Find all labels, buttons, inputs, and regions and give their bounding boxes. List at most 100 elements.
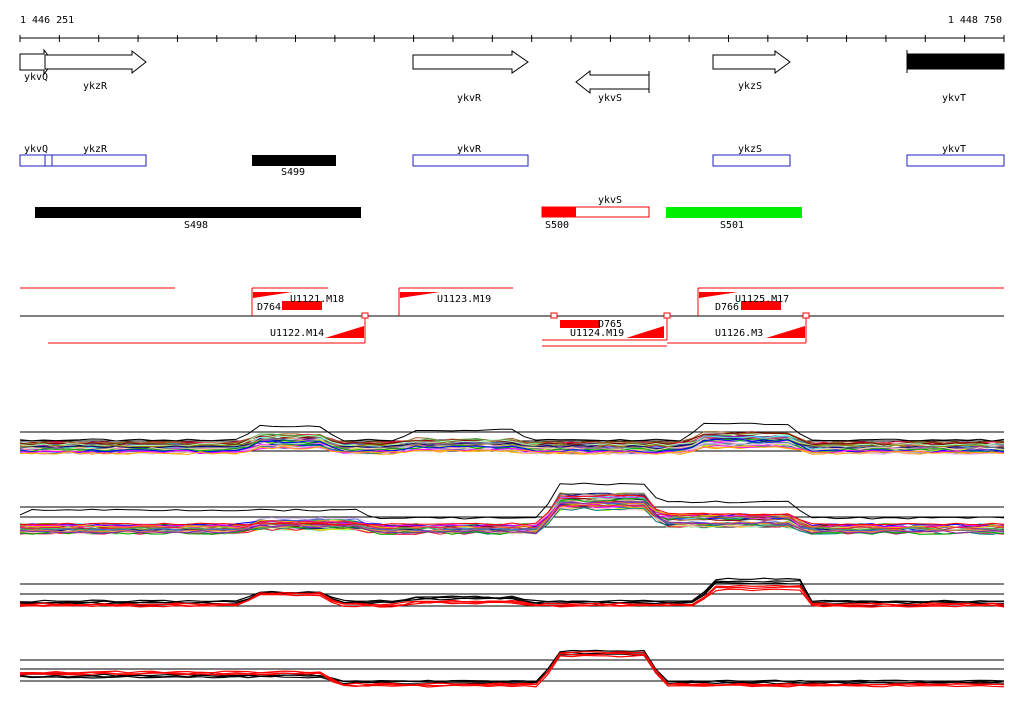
gene-arrow-ykvS[interactable] — [575, 69, 650, 95]
gene-block-ykvT[interactable] — [906, 53, 1005, 70]
transcript-label-U1125: U1125.M17 — [735, 294, 789, 305]
promoter-mark-U1121[interactable] — [253, 292, 292, 298]
segment-label-S498: S498 — [184, 220, 208, 231]
profile-curve — [19, 431, 1005, 447]
expression-profile-all-conditions-a — [19, 422, 1005, 456]
segment-S500[interactable] — [542, 207, 576, 217]
annotation-labels: ykvQ ykzR ykvR ykzS ykvT — [24, 144, 966, 155]
ruler-start-label: 1 446 251 — [20, 15, 74, 26]
expression-profile-selected-b — [19, 649, 1005, 688]
profile-curve — [19, 501, 1005, 533]
profile-curve — [19, 438, 1005, 454]
annotation-box-ykvR[interactable] — [412, 154, 529, 167]
profile-curve — [20, 492, 1005, 527]
annotation-box-ykvT[interactable] — [906, 154, 1005, 167]
profile-curve — [19, 501, 1005, 531]
hook-2 — [550, 312, 558, 319]
profile-a-curves — [19, 422, 1005, 456]
annotation-label-ykvR: ykvR — [457, 144, 482, 155]
terminator-hooks — [361, 312, 810, 319]
gene-label-ykzR: ykzR — [83, 81, 108, 92]
segment-label-S499: S499 — [281, 167, 305, 178]
annotation-label-ykvS: ykvS — [598, 195, 622, 206]
profile-curve — [19, 434, 1005, 448]
profile-d-curves — [19, 649, 1005, 688]
profile-curve — [19, 497, 1005, 528]
profile-curve — [19, 422, 1005, 442]
segment-S499[interactable] — [252, 155, 336, 166]
segment-S501[interactable] — [666, 207, 802, 218]
gene-label-ykvT: ykvT — [942, 93, 966, 104]
gene-track — [19, 48, 1005, 95]
profile-curve — [19, 586, 1005, 607]
promoter-mark-U1123[interactable] — [400, 292, 440, 298]
promoter-mark-U1122[interactable] — [325, 326, 364, 338]
gene-label-ykvQ: ykvQ — [24, 72, 48, 83]
annotation-label-ykvT: ykvT — [942, 144, 966, 155]
profile-c-curves — [19, 577, 1005, 608]
profile-curve — [19, 651, 1005, 684]
transcript-label-U1122: U1122.M14 — [270, 328, 324, 339]
segment-track: S499 S498 ykvS S500 S501 — [35, 155, 802, 231]
transcript-labels: U1121.M18 D764 U1122.M14 U1123.M19 D765 … — [257, 294, 789, 339]
profile-curve — [19, 438, 1005, 450]
gene-arrow-ykzS[interactable] — [712, 50, 791, 74]
annotation-track — [19, 154, 1005, 167]
annotation-box-ykzR[interactable] — [51, 154, 147, 167]
promoter-mark-U1125[interactable] — [699, 292, 738, 298]
profile-curve — [19, 654, 1005, 688]
profile-curve — [19, 482, 1005, 520]
profile-b-curves — [19, 482, 1005, 536]
transcript-marks — [253, 292, 805, 338]
gene-arrow-ykvR[interactable] — [412, 50, 529, 74]
transcript-track: U1121.M18 D764 U1122.M14 U1123.M19 D765 … — [20, 287, 1004, 347]
terminator-block-D764[interactable] — [282, 301, 322, 310]
profile-curve — [19, 500, 1005, 528]
transcript-label-D766: D766 — [715, 302, 739, 313]
expression-profile-selected-a — [19, 577, 1005, 608]
profile-curve — [19, 438, 1005, 452]
annotation-label-ykzR: ykzR — [83, 144, 108, 155]
gene-label-ykzS: ykzS — [738, 81, 762, 92]
profile-curve — [19, 577, 1005, 603]
segment-S498[interactable] — [35, 207, 361, 218]
hook-4 — [802, 312, 810, 319]
hook-3 — [663, 312, 671, 319]
profile-curve — [19, 431, 1005, 446]
gene-label-ykvR: ykvR — [457, 93, 482, 104]
profile-curve — [19, 500, 1005, 534]
terminator-block-D765[interactable] — [560, 320, 600, 328]
transcript-label-D764: D764 — [257, 302, 281, 313]
terminator-block-D766[interactable] — [741, 301, 781, 310]
annotation-box-ykzS[interactable] — [712, 154, 791, 167]
segment-label-S500: S500 — [545, 220, 569, 231]
gene-label-ykvS: ykvS — [598, 93, 622, 104]
expression-profile-all-conditions-b — [19, 482, 1005, 536]
profile-curve — [19, 438, 1005, 448]
profile-curve — [19, 588, 1005, 608]
annotation-box-ykvQ[interactable] — [19, 154, 46, 167]
coordinate-ruler: 1 446 251 1 448 750 — [19, 15, 1005, 42]
annotation-label-ykvQ: ykvQ — [24, 144, 48, 155]
promoter-mark-U1126[interactable] — [766, 326, 805, 338]
profile-curve — [19, 653, 1005, 685]
profile-curve — [19, 494, 1005, 526]
gene-labels: ykvQ ykzR ykvR ykvS ykzS ykvT — [24, 72, 966, 104]
profile-curve — [19, 445, 1004, 455]
annotation-label-ykzS: ykzS — [738, 144, 762, 155]
ruler-ticks — [19, 35, 1005, 42]
profile-curve — [19, 651, 1005, 686]
transcript-label-D765: D765 — [598, 319, 622, 330]
profile-curve — [19, 445, 1005, 455]
transcript-label-U1123: U1123.M19 — [437, 294, 491, 305]
annotation-box-ykvQ-ykzR-overlap[interactable] — [44, 154, 53, 167]
transcript-lines — [20, 287, 1004, 347]
transcript-label-U1126: U1126.M3 — [715, 328, 763, 339]
profile-curve — [19, 584, 1005, 606]
segment-label-S501: S501 — [720, 220, 744, 231]
gene-arrow-ykzR[interactable] — [44, 49, 147, 75]
profile-curve — [19, 495, 1005, 527]
promoter-mark-U1124[interactable] — [626, 326, 664, 338]
transcript-label-U1124: U1124.M19 — [570, 328, 624, 339]
